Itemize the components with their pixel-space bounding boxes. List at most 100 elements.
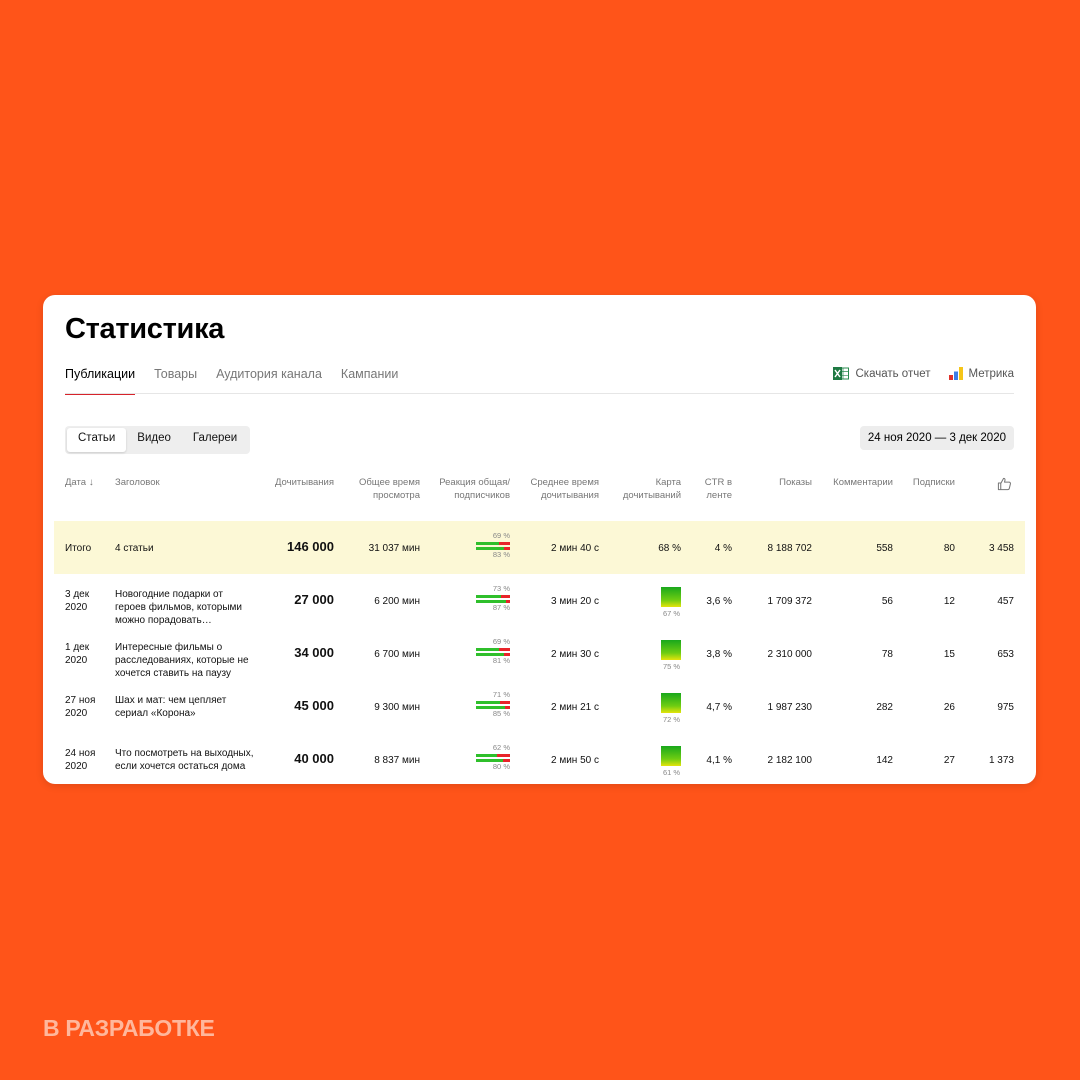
column-header-reaction[interactable]: Реакция общая/ подписчиков: [439, 477, 510, 501]
reaction-subs-percent: 83 %: [492, 550, 510, 559]
avg-time-cell: 2 мин 40 с: [550, 543, 599, 554]
heatmap-swatch: [661, 587, 681, 607]
metrika-label: Метрика: [968, 367, 1015, 380]
column-header-likes[interactable]: [997, 476, 1012, 491]
reaction-bars: 73 % 87 %: [476, 584, 510, 612]
read-map-heatmap[interactable]: 75 %: [661, 640, 682, 671]
ctr-cell: 3,8 %: [706, 649, 732, 660]
reaction-bars: 69 % 83 %: [476, 531, 510, 559]
sort-down-icon: ↓: [88, 477, 94, 488]
total-time-cell: 6 700 мин: [374, 649, 420, 660]
tab-products[interactable]: Товары: [154, 367, 198, 381]
subscriptions-cell: 26: [943, 702, 955, 713]
date-range-picker[interactable]: 24 ноя 2020 — 3 дек 2020: [859, 426, 1014, 450]
total-time-cell: 6 200 мин: [374, 596, 420, 607]
reaction-all-percent: 69 %: [492, 531, 510, 540]
reaction-subs-percent: 85 %: [492, 709, 510, 718]
brand-caption: В РАЗРАБОТКЕ: [43, 1015, 215, 1041]
reaction-bars: 62 % 80 %: [476, 743, 510, 771]
read-map-percent: 72 %: [662, 715, 681, 724]
segment-articles[interactable]: Статьи: [67, 428, 127, 452]
reaction-all-bar: [476, 701, 510, 704]
reaction-subs-percent: 87 %: [492, 603, 510, 612]
avg-time-cell: 3 мин 20 с: [550, 596, 599, 607]
segment-video[interactable]: Видео: [137, 432, 171, 444]
table-row[interactable]: 24 ноя 2020 Что посмотреть на выходных, е…: [54, 733, 1025, 784]
content-type-switch: Статьи Видео Галереи: [65, 426, 251, 454]
views-cell: 2 310 000: [767, 649, 813, 660]
reaction-all-percent: 71 %: [492, 690, 510, 699]
column-header-date-label: Дата: [65, 477, 87, 488]
tab-audience[interactable]: Аудитория канала: [216, 367, 322, 381]
read-map-percent: 67 %: [662, 609, 681, 618]
ctr-cell: 4,7 %: [706, 702, 732, 713]
reads-cell: 27 000: [294, 592, 334, 607]
avg-time-cell: 2 мин 30 с: [550, 649, 599, 660]
reaction-all-bar: [476, 542, 510, 545]
date-cell: 3 дек 2020: [65, 589, 90, 613]
comments-cell: 78: [881, 649, 893, 660]
total-time-cell: 31 037 мин: [368, 543, 420, 554]
reaction-all-percent: 69 %: [492, 637, 510, 646]
column-header-ctr[interactable]: CTR в ленте: [704, 477, 732, 501]
reaction-bars: 69 % 81 %: [476, 637, 510, 665]
subscriptions-cell: 27: [943, 755, 955, 766]
column-header-views[interactable]: Показы: [779, 477, 812, 488]
column-header-avg-time[interactable]: Среднее время дочитывания: [530, 477, 599, 501]
views-cell: 2 182 100: [767, 755, 813, 766]
section-tabs: Публикации Товары Аудитория канала Кампа…: [65, 367, 398, 395]
read-map-heatmap[interactable]: 61 %: [661, 746, 682, 777]
column-header-subscriptions[interactable]: Подписки: [912, 477, 955, 488]
page-title: Статистика: [65, 313, 225, 345]
download-report-link[interactable]: Скачать отчет: [833, 367, 931, 380]
column-header-reads[interactable]: Дочитывания: [275, 477, 334, 488]
metrika-link[interactable]: Метрика: [948, 367, 1015, 380]
likes-cell: 975: [997, 702, 1014, 713]
read-map-percent: 61 %: [662, 768, 681, 777]
reaction-subs-bar: [476, 759, 510, 762]
reaction-all-bar: [476, 754, 510, 757]
article-headline-link: Что посмотреть на выходных, если хочется…: [115, 748, 254, 772]
column-header-total-time[interactable]: Общее время просмотра: [358, 477, 420, 501]
column-header-headline[interactable]: Заголовок: [115, 477, 160, 488]
table-row[interactable]: 3 дек 2020 Новогодние подарки от героев ф…: [54, 574, 1025, 627]
reads-cell: 34 000: [294, 645, 334, 660]
date-cell: 24 ноя 2020: [65, 748, 96, 772]
subscriptions-cell: 80: [943, 543, 955, 554]
comments-cell: 282: [876, 702, 893, 713]
thumbs-up-icon: [997, 477, 1011, 491]
reaction-bars: 71 % 85 %: [476, 690, 510, 718]
heatmap-swatch: [661, 693, 681, 713]
ctr-cell: 4,1 %: [706, 755, 732, 766]
date-cell: 1 дек 2020: [65, 642, 90, 666]
views-cell: 1 987 230: [767, 702, 813, 713]
statistics-card: Статистика Публикации Товары Аудитория к…: [43, 295, 1036, 784]
read-map-heatmap[interactable]: 72 %: [661, 693, 682, 724]
tab-publications[interactable]: Публикации: [65, 367, 136, 395]
reads-cell: 146 000: [287, 539, 334, 554]
comments-cell: 558: [876, 543, 893, 554]
heatmap-swatch: [661, 746, 681, 766]
read-map-percent: 68 %: [658, 543, 681, 554]
tabs-divider: [65, 393, 1014, 394]
ctr-cell: 4 %: [714, 543, 732, 554]
views-cell: 8 188 702: [767, 543, 813, 554]
comments-cell: 142: [876, 755, 893, 766]
read-map-heatmap[interactable]: 67 %: [661, 587, 682, 618]
likes-cell: 457: [997, 596, 1014, 607]
reads-cell: 45 000: [294, 698, 334, 713]
reaction-all-bar: [476, 648, 510, 651]
table-row[interactable]: 27 ноя 2020 Шах и мат: чем цепляет сериал…: [54, 680, 1025, 733]
heatmap-swatch: [661, 640, 681, 660]
reads-cell: 40 000: [294, 751, 334, 766]
tab-campaigns[interactable]: Кампании: [340, 367, 399, 381]
table-row[interactable]: 1 дек 2020 Интересные фильмы о расследова…: [54, 627, 1025, 680]
column-header-date[interactable]: Дата ↓: [65, 476, 94, 489]
excel-icon: [833, 367, 850, 380]
column-header-read-map[interactable]: Карта дочитываний: [622, 477, 681, 501]
reaction-all-percent: 73 %: [492, 584, 510, 593]
segment-galleries[interactable]: Галереи: [192, 432, 238, 444]
ctr-cell: 3,6 %: [706, 596, 732, 607]
article-headline-link: Интересные фильмы о расследованиях, кото…: [115, 642, 249, 679]
column-header-comments[interactable]: Комментарии: [833, 477, 893, 488]
